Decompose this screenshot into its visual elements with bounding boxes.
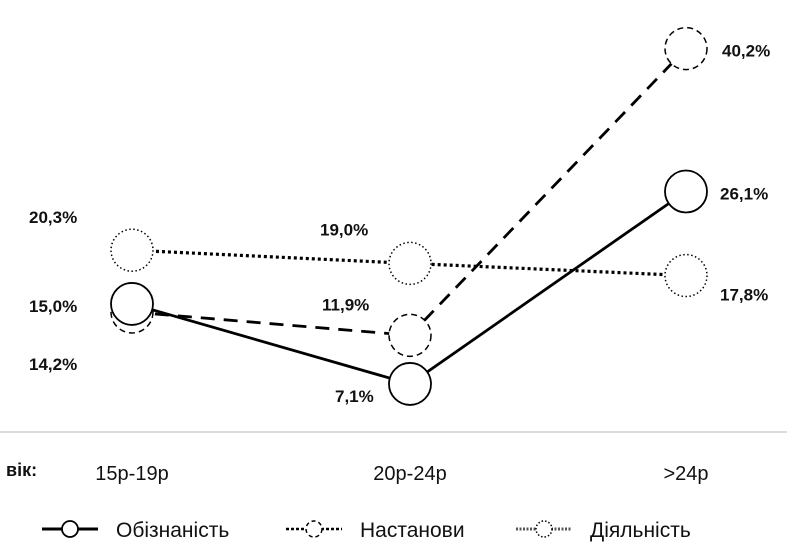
legend-label: Обізнаність: [116, 519, 229, 542]
data-label: 40,2%: [722, 42, 770, 61]
legend-item-nastanovy: Настанови: [286, 519, 465, 542]
data-label: 17,8%: [720, 286, 768, 305]
data-label: 19,0%: [320, 220, 368, 239]
data-label: 11,9%: [322, 295, 369, 314]
x-tick-label: >24р: [663, 463, 708, 485]
legend-label: Діяльність: [590, 519, 691, 542]
x-axis-title: вік:: [6, 460, 37, 480]
data-label: 15,0%: [29, 297, 77, 316]
data-point-marker: [388, 313, 432, 358]
data-point-marker: [110, 282, 154, 326]
series-layer: [110, 26, 708, 406]
data-point-marker: [388, 241, 432, 286]
legend-marker: [535, 520, 553, 538]
data-label: 26,1%: [720, 184, 768, 203]
legend-marker: [61, 520, 79, 538]
data-label: 20,3%: [29, 208, 77, 227]
data-point-marker: [664, 26, 708, 71]
data-label-layer: 20,3% 19,0% 17,8% 14,2% 11,9% 40,2% 15,0% 7,1% 2…: [29, 42, 770, 406]
legend-item-obiznanist: Обізнаність: [42, 519, 229, 542]
data-point-marker: [388, 362, 432, 406]
data-point-marker: [664, 169, 708, 214]
legend-marker: [305, 520, 323, 538]
series-line: [131, 47, 688, 337]
x-tick-label: 20р-24р: [373, 463, 446, 485]
legend: Обізнаність Настанови Діяльність: [42, 519, 691, 542]
legend-label: Настанови: [360, 519, 465, 542]
data-label: 7,1%: [335, 387, 374, 406]
data-point-marker: [110, 228, 154, 272]
legend-item-diialnist: Діяльність: [516, 519, 691, 542]
data-point-marker: [664, 253, 708, 298]
x-tick-label: 15р-19р: [95, 463, 168, 485]
data-label: 14,2%: [29, 355, 77, 374]
